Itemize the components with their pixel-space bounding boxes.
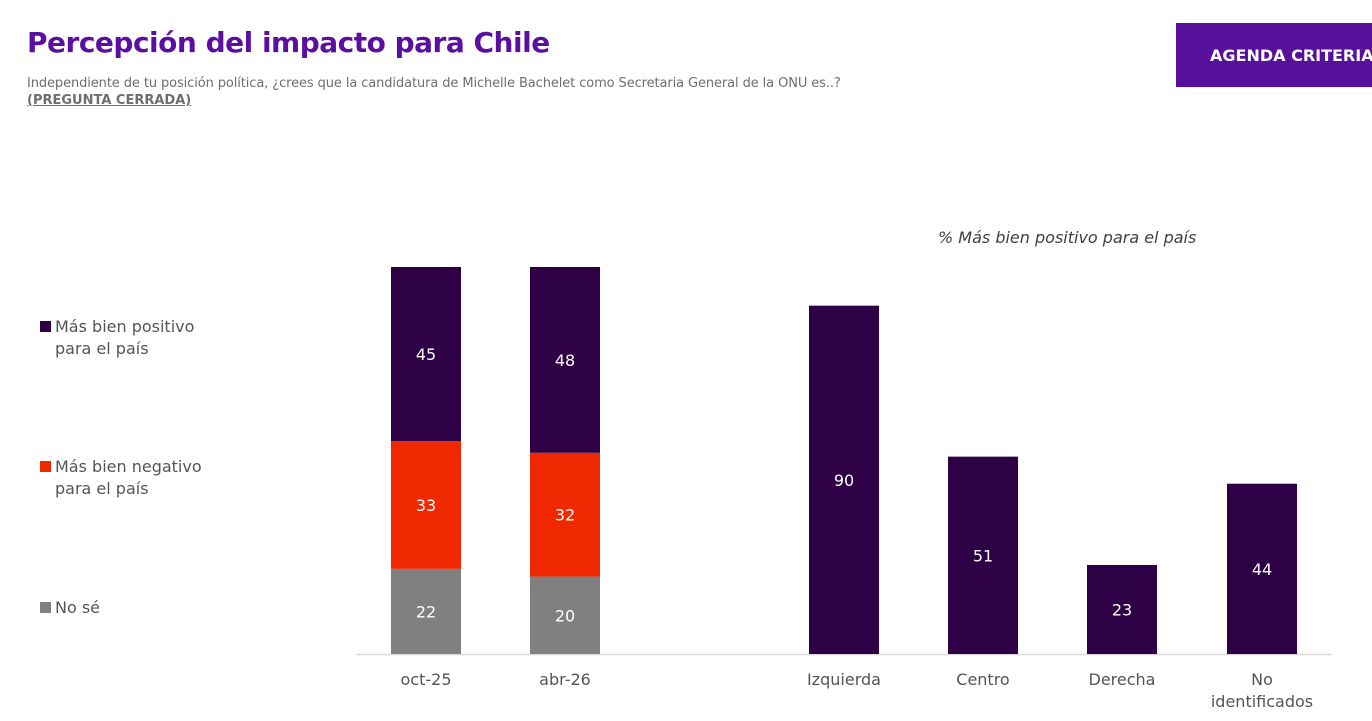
question-type-note: (PREGUNTA CERRADA) <box>27 93 192 108</box>
page-title: Percepción del impacto para Chile <box>27 26 550 59</box>
stacked-bar-value-label: 45 <box>416 345 436 364</box>
stacked-bar-value-label: 32 <box>555 506 575 525</box>
segment-bar-value-label: 51 <box>973 546 993 565</box>
brand-badge: AGENDA CRITERIA <box>1176 23 1372 87</box>
legend-item-positive: Más bien positivo para el país <box>40 316 260 360</box>
segment-bar <box>948 456 1018 654</box>
segment-bar <box>1227 483 1297 654</box>
stacked-bar-segment <box>391 568 461 654</box>
legend-swatch-negative <box>40 461 51 472</box>
stacked-bar-segment <box>391 441 461 569</box>
stacked-bar-value-label: 22 <box>416 602 436 621</box>
legend-item-unknown: No sé <box>40 597 260 619</box>
segment-bar-value-label: 44 <box>1252 560 1272 579</box>
legend-swatch-unknown <box>40 602 51 613</box>
legend-label-unknown: No sé <box>55 598 101 617</box>
segment-bar <box>1087 564 1157 654</box>
period-tick-label: abr-26 <box>539 670 591 689</box>
legend-item-negative: Más bien negativo para el país <box>40 456 260 500</box>
period-tick-label: oct-25 <box>401 670 452 689</box>
stacked-bar-segment <box>391 267 461 442</box>
question-text: Independiente de tu posición política, ¿… <box>27 76 841 91</box>
stacked-bar-segment <box>530 267 600 453</box>
segment-tick-label: No <box>1251 670 1273 689</box>
segment-tick-label: identificados <box>1211 692 1313 711</box>
segment-tick-label: Izquierda <box>807 670 881 689</box>
segment-bar-value-label: 90 <box>834 471 854 490</box>
legend-swatch-positive <box>40 321 51 332</box>
segment-chart-title: % Más bien positivo para el país <box>938 228 1197 247</box>
segment-tick-label: Derecha <box>1089 670 1156 689</box>
legend-label-positive: Más bien positivo para el país <box>55 317 195 358</box>
stacked-bar-value-label: 33 <box>416 496 436 515</box>
stacked-bar-value-label: 48 <box>555 351 575 370</box>
brand-name: AGENDA CRITERIA <box>1210 45 1372 65</box>
stacked-bar-segment <box>530 452 600 577</box>
segment-bar <box>809 305 879 654</box>
stacked-bar-segment <box>530 576 600 654</box>
stacked-bar-value-label: 20 <box>555 606 575 625</box>
segment-tick-label: Centro <box>956 670 1009 689</box>
legend-label-negative: Más bien negativo para el país <box>55 457 202 498</box>
segment-bar-value-label: 23 <box>1112 600 1132 619</box>
